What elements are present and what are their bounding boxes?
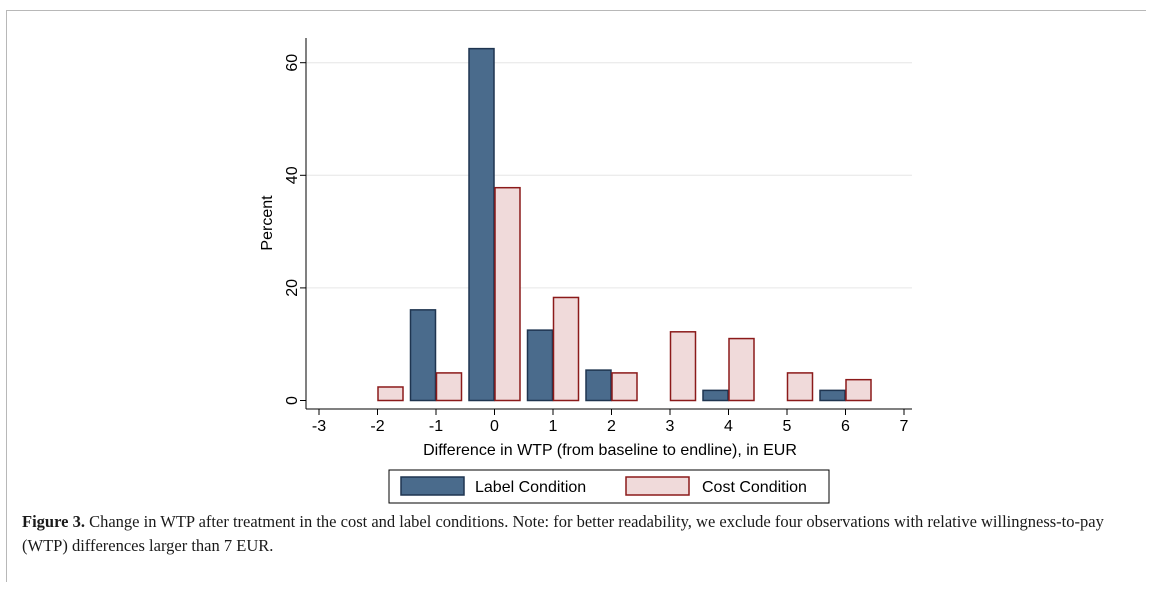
figure-frame [6, 10, 1146, 582]
bar-cost-condition [845, 378, 872, 402]
bar-cost-condition [611, 372, 638, 402]
figure-caption: Figure 3. Change in WTP after treatment … [22, 510, 1132, 558]
y-tick-label: 0 [284, 396, 301, 405]
legend-box [388, 469, 830, 504]
x-tick-label: 0 [490, 418, 499, 435]
bar-label-condition [409, 309, 437, 402]
bar-label-condition [468, 47, 495, 402]
axes: 0 20 40 60 -3 -2 -1 0 1 2 3 4 5 6 7 [284, 38, 912, 435]
x-tick-label: 3 [666, 418, 675, 435]
bar-label-condition [526, 329, 554, 402]
legend-label-cost-condition: Cost Condition [702, 479, 807, 496]
bar-cost-condition [728, 337, 755, 402]
bar-cost-condition [786, 372, 814, 402]
x-tick-label: 5 [783, 418, 792, 435]
bars [377, 47, 872, 402]
x-tick-label: -1 [429, 418, 443, 435]
caption-text: Change in WTP after treatment in the cos… [22, 512, 1104, 555]
x-tick-label: -2 [370, 418, 384, 435]
x-axis-title: Difference in WTP (from baseline to endl… [423, 442, 797, 459]
x-tick-label: 1 [549, 418, 558, 435]
y-tick-label: 20 [284, 279, 301, 297]
legend-swatch-cost-condition [625, 476, 690, 496]
y-axis-title: Percent [259, 195, 276, 251]
bar-chart: 0 20 40 60 -3 -2 -1 0 1 2 3 4 5 6 7 Percent Difference… [259, 38, 912, 504]
bar-cost-condition [552, 296, 580, 402]
gridlines [306, 62, 912, 289]
bar-label-condition [585, 369, 612, 402]
x-tick-label: 2 [607, 418, 616, 435]
legend: Label Condition Cost Condition [388, 469, 830, 504]
bar-cost-condition [435, 372, 463, 402]
legend-swatch-label-condition [400, 476, 465, 496]
bar-cost-condition [494, 186, 521, 402]
bar-label-condition [819, 389, 846, 402]
caption-label: Figure 3. [22, 512, 85, 531]
bar-label-condition [702, 389, 729, 402]
x-tick-label: 6 [841, 418, 850, 435]
legend-label-label-condition: Label Condition [475, 479, 586, 496]
bar-cost-condition [377, 386, 404, 402]
y-tick-label: 60 [284, 54, 301, 72]
x-tick-label: -3 [312, 418, 326, 435]
x-tick-label: 4 [724, 418, 733, 435]
y-tick-label: 40 [284, 166, 301, 184]
x-tick-label: 7 [900, 418, 909, 435]
bar-cost-condition [669, 331, 697, 402]
